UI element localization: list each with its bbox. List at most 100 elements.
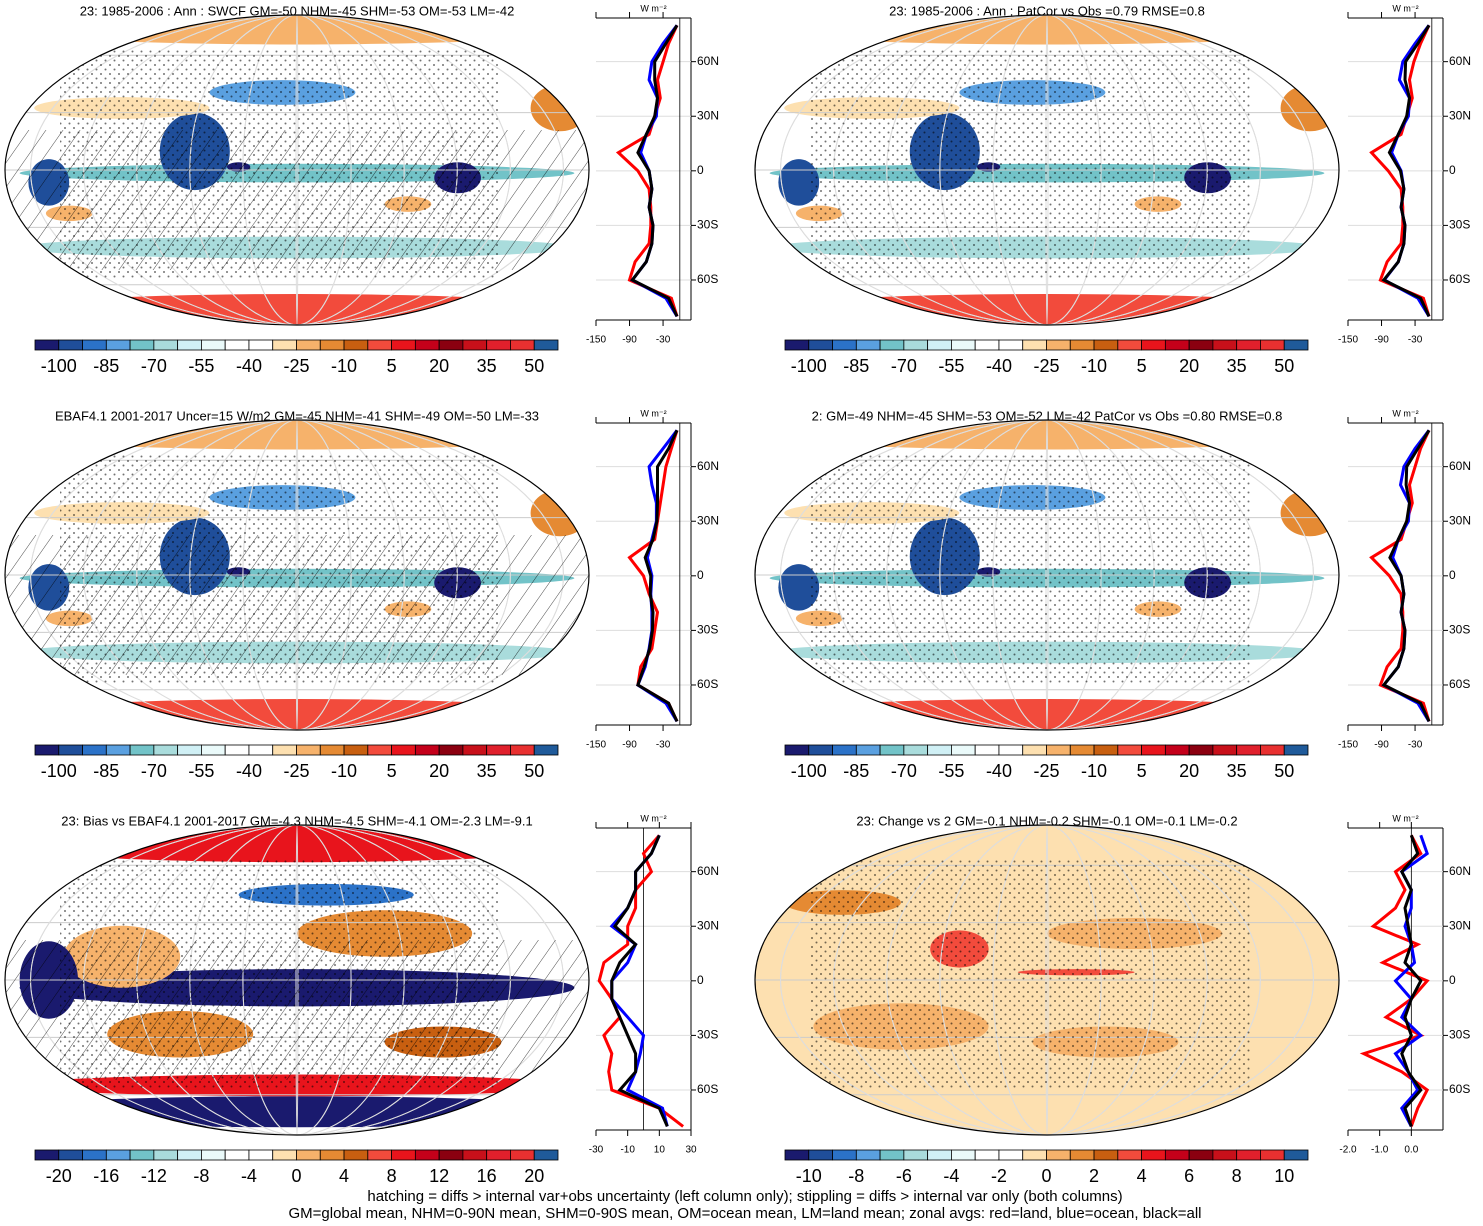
colorbar-label: -20 <box>46 1166 72 1186</box>
colorbar-label: 4 <box>1137 1166 1147 1186</box>
colorbar-box <box>201 1149 226 1161</box>
colorbar-box <box>1236 1149 1261 1161</box>
colorbar-label: -25 <box>1033 356 1059 376</box>
colorbar-box <box>855 744 881 756</box>
colorbar-label: -4 <box>943 1166 959 1186</box>
colorbar-box <box>832 339 857 351</box>
y-tick-label: 30S <box>1449 1028 1470 1042</box>
colorbar-box <box>153 1149 179 1161</box>
colorbar-box <box>1260 1149 1285 1161</box>
colorbar-box <box>34 339 60 351</box>
colorbar-label: -10 <box>796 1166 822 1186</box>
stippling <box>810 455 1250 685</box>
note: GM=global mean, NHM=0-90N mean, SHM=0-90… <box>288 1205 1201 1221</box>
colorbar-box <box>808 1149 833 1161</box>
colorbar-box <box>1164 1149 1190 1161</box>
colorbar-box <box>974 1149 1000 1161</box>
colorbar-label: -70 <box>141 761 167 781</box>
colorbar-box <box>1283 339 1309 351</box>
colorbar-box <box>296 744 321 756</box>
colorbar-box <box>82 1149 107 1161</box>
colorbar-label: 50 <box>1274 356 1294 376</box>
colorbar-box <box>510 744 535 756</box>
map <box>755 420 1339 730</box>
y-tick-label: 30N <box>1449 918 1471 932</box>
colorbar-label: -10 <box>1081 761 1107 781</box>
colorbar-label: -25 <box>1033 761 1059 781</box>
colorbar-label: -70 <box>891 761 917 781</box>
colorbar-box <box>296 1149 321 1161</box>
colorbar-label: 4 <box>339 1166 349 1186</box>
map <box>5 420 589 730</box>
colorbar-label: -2 <box>991 1166 1007 1186</box>
colorbar-label: -40 <box>986 356 1012 376</box>
colorbar-box <box>34 744 60 756</box>
colorbar-box <box>784 744 810 756</box>
unit-label: W m⁻² <box>1392 813 1418 823</box>
colorbar-label: 20 <box>524 1166 544 1186</box>
map-outline <box>754 14 1340 326</box>
colorbar-label: 5 <box>1137 761 1147 781</box>
y-tick-label: 30N <box>1449 108 1471 122</box>
panel-title: 2: GM=-49 NHM=-45 SHM=-53 OM=-52 LM=-42 … <box>812 408 1283 423</box>
colorbar-box <box>58 744 83 756</box>
x-tick-label: -1.0 <box>1371 1145 1389 1156</box>
colorbar-box <box>367 744 392 756</box>
colorbar-box <box>153 744 179 756</box>
y-tick-label: 60S <box>1449 272 1470 286</box>
colorbar-box <box>201 744 226 756</box>
colorbar-label: -100 <box>41 761 77 781</box>
colorbar-box <box>343 1149 369 1161</box>
colorbar-label: -10 <box>331 356 357 376</box>
colorbar-label: 20 <box>429 761 449 781</box>
colorbar-box <box>367 1149 392 1161</box>
colorbar-box <box>248 744 274 756</box>
colorbar-box <box>974 744 1000 756</box>
colorbar-label: -40 <box>236 356 262 376</box>
colorbar-box <box>414 339 440 351</box>
y-tick-label: 0 <box>1449 163 1456 177</box>
y-tick-label: 0 <box>697 568 704 582</box>
colorbar-box <box>784 339 810 351</box>
colorbar-label: -8 <box>193 1166 209 1186</box>
x-tick-label: -90 <box>622 335 637 346</box>
colorbar-box <box>1188 1149 1214 1161</box>
y-tick-label: 30N <box>697 513 719 527</box>
colorbar-box <box>129 1149 155 1161</box>
y-tick-label: 0 <box>697 163 704 177</box>
colorbar-label: -55 <box>188 761 214 781</box>
panel-title: 23: 1985-2006 : Ann : SWCF GM=-50 NHM=-4… <box>80 3 515 18</box>
colorbar-box <box>343 339 369 351</box>
colorbar-box <box>879 339 905 351</box>
colorbar-label: -40 <box>236 761 262 781</box>
colorbar-box <box>486 339 511 351</box>
colorbar-box <box>1141 339 1166 351</box>
unit-label: W m⁻² <box>640 813 666 823</box>
colorbar-box <box>248 339 274 351</box>
x-tick-label: 10 <box>654 1145 666 1156</box>
map <box>5 825 589 1135</box>
colorbar-label: -85 <box>93 761 119 781</box>
colorbar-box <box>82 339 107 351</box>
colorbar-box <box>1283 744 1309 756</box>
colorbar-box <box>1283 1149 1309 1161</box>
y-tick-label: 60S <box>1449 1082 1470 1096</box>
colorbar-box <box>879 1149 905 1161</box>
colorbar-label: 5 <box>387 761 397 781</box>
colorbar-label: -6 <box>896 1166 912 1186</box>
hatching <box>5 940 589 1080</box>
y-tick-label: 60N <box>1449 459 1471 473</box>
x-tick-label: -30 <box>656 740 671 751</box>
colorbar-label: -10 <box>331 761 357 781</box>
x-tick-label: -150 <box>586 335 606 346</box>
colorbar-label: -85 <box>843 761 869 781</box>
colorbar-box <box>510 1149 535 1161</box>
colorbar-box <box>903 744 929 756</box>
colorbar-label: 20 <box>1179 761 1199 781</box>
colorbar-box <box>129 339 155 351</box>
graticule <box>780 15 1314 325</box>
colorbar-label: 5 <box>387 356 397 376</box>
zonal-line <box>1369 24 1431 317</box>
stippling <box>810 50 1250 280</box>
y-tick-label: 30N <box>697 918 719 932</box>
